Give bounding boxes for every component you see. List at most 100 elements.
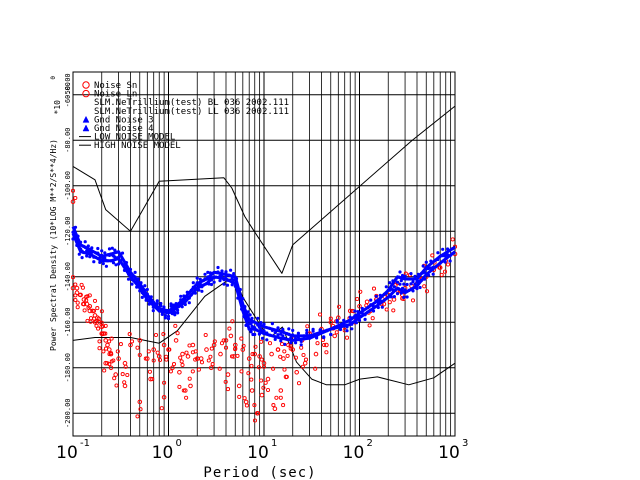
series-point [177,384,182,389]
series-point [128,267,133,272]
series-point [155,301,159,306]
series-point [185,290,189,294]
series-point [169,304,173,308]
series-point [243,312,247,316]
series-point [197,288,201,292]
series-point [110,253,114,257]
legend-item: Noise Ln [82,90,137,100]
series-point [159,304,163,308]
series-point [369,303,373,307]
series-point [356,314,360,318]
series-point [378,299,382,303]
red-noise-markers [70,188,458,423]
series-point [222,282,226,286]
series-point [100,253,104,257]
series-point [242,315,246,319]
series-point [109,259,113,263]
series-point [115,257,119,261]
series-point [157,309,161,313]
series-point [80,256,84,260]
series-point [342,321,346,325]
series-point [149,295,153,299]
series-point [252,403,257,408]
series-point [317,312,323,317]
series-point [253,344,258,349]
series-point [112,376,117,381]
series-point [97,339,102,344]
series-point [86,249,90,253]
series-point [278,388,284,393]
series-point [195,281,199,285]
series-point [252,320,256,324]
series-point [84,301,90,307]
y-tick-label: -100.00 [64,171,72,201]
series-point [293,355,298,360]
series-point [193,349,198,354]
series-point [116,356,121,361]
series-point [167,347,172,352]
series-point [106,259,110,263]
y-tick-label: -140.00 [64,262,72,292]
series-point [248,313,252,317]
series-point [107,339,112,344]
series-point [357,304,362,309]
series-point [196,367,201,372]
series-point [136,277,140,281]
series-point [120,251,125,255]
series-point [219,341,225,346]
series-point [256,323,260,327]
series-point [123,364,128,369]
y-multiplier: *10 [53,100,62,115]
series-point [132,278,136,283]
series-point [303,357,309,362]
series-point [384,285,388,289]
series-point [225,387,231,392]
series-point [259,327,263,331]
series-point [92,298,98,303]
series-point [110,246,114,250]
series-point [249,363,254,368]
series-point [294,370,300,375]
series-point [83,245,87,249]
series-point [155,350,160,355]
series-point [124,266,129,270]
series-point [137,352,142,358]
series-point [151,309,155,313]
series-point [438,254,442,258]
series-point [77,292,82,297]
x-tick-group: 10 -1 [56,438,90,463]
series-point [250,352,255,357]
series-point [386,295,390,299]
series-point [103,360,108,366]
series-point [415,287,419,291]
series-point [161,342,167,348]
x-tick-base: 10 [56,443,78,463]
series-point [100,324,106,329]
series-point [335,320,339,324]
series-point [179,294,183,298]
series-point [276,333,280,337]
y-tick-group: -50.00 [64,73,72,98]
series-point [143,288,147,292]
series-point [254,328,258,332]
series-point [276,326,280,330]
series-point [145,287,149,292]
series-point [203,272,207,276]
legend-label: LOW NOISE MODEL [94,133,175,143]
series-point [173,338,179,343]
series-point [282,367,287,372]
series-point [114,263,118,267]
series-point [392,285,396,289]
legend-label: Noise Ln [94,90,137,100]
series-point [371,309,376,313]
series-point [88,255,92,259]
y-multiplier-group: *10 [53,100,62,115]
series-point [399,279,403,283]
series-point [244,403,249,408]
series-point [118,342,123,347]
series-point [220,269,224,273]
series-point [380,305,384,309]
series-point [187,301,191,305]
